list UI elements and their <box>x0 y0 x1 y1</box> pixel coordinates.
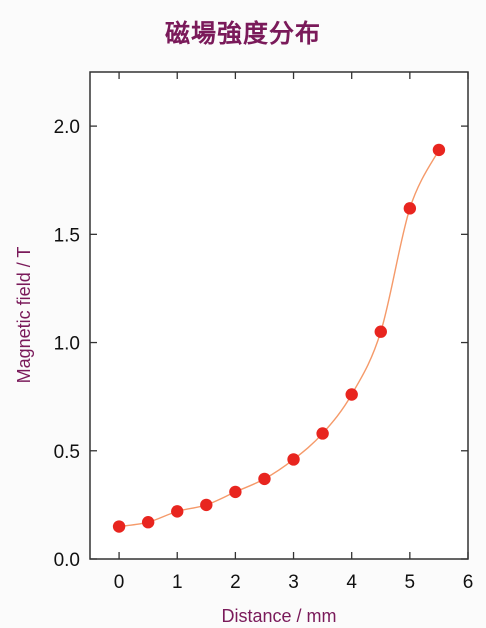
chart-title: 磁場強度分布 <box>164 19 321 48</box>
data-point <box>258 472 271 486</box>
data-point <box>345 388 358 401</box>
data-point <box>432 143 446 157</box>
x-tick-label: 1 <box>172 572 183 593</box>
data-point <box>374 325 387 338</box>
y-axis-title: Magnetic field / T <box>14 247 34 384</box>
x-tick-label: 0 <box>114 572 125 593</box>
x-axis-ticks: 0 1 2 3 4 5 6 <box>114 72 474 593</box>
plot-frame <box>89 71 469 560</box>
data-point <box>287 453 300 466</box>
data-point <box>200 498 213 512</box>
data-point <box>112 520 126 533</box>
x-tick-label: 2 <box>230 572 241 593</box>
x-tick-label: 4 <box>346 572 357 593</box>
x-axis-title: Distance / mm <box>221 606 336 626</box>
data-point <box>403 202 417 215</box>
x-tick-label: 3 <box>288 572 299 593</box>
data-point <box>229 485 242 499</box>
y-tick-label: 1.5 <box>54 225 80 246</box>
data-point <box>141 516 155 529</box>
y-axis-ticks: 0.0 0.5 1.0 1.5 2.0 <box>54 117 468 571</box>
y-tick-label: 0.5 <box>54 442 80 463</box>
data-point <box>316 427 329 440</box>
y-tick-label: 1.0 <box>54 334 80 355</box>
data-point <box>171 505 184 518</box>
y-tick-label: 0.0 <box>54 550 80 571</box>
x-tick-label: 5 <box>405 572 416 593</box>
y-tick-label: 2.0 <box>54 117 80 138</box>
x-tick-label: 6 <box>463 572 474 593</box>
series-points <box>112 143 446 533</box>
